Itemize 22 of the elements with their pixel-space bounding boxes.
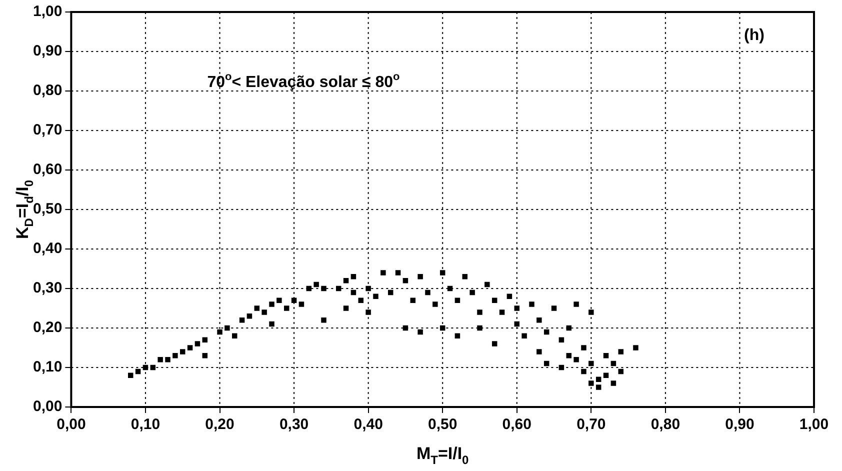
y-tick-label: 0,60 xyxy=(32,161,62,178)
x-tick-label: 0,90 xyxy=(725,416,754,434)
x-tick-label: 0,60 xyxy=(502,416,532,434)
x-tick-label: 0,40 xyxy=(354,416,383,434)
y-tick-label: 0,00 xyxy=(32,398,62,416)
x-tick-label: 0,80 xyxy=(650,416,680,434)
y-tick-label: 0,40 xyxy=(32,240,62,258)
x-tick-label: 0,50 xyxy=(428,416,458,434)
y-tick-label: 0,30 xyxy=(32,280,62,297)
y-tick-label: 0,90 xyxy=(32,42,62,60)
x-tick-label: 1,00 xyxy=(799,416,829,434)
x-tick-label: 0,10 xyxy=(130,416,160,434)
y-tick-label: 0,10 xyxy=(32,358,62,376)
y-tick-label: 0,80 xyxy=(32,82,62,100)
y-tick-label: 0,20 xyxy=(32,319,62,336)
y-tick-label: 0,70 xyxy=(32,122,62,139)
x-tick-label: 0,70 xyxy=(576,416,606,434)
annotation: (h) xyxy=(744,27,764,44)
x-tick-label: 0,20 xyxy=(205,416,234,434)
x-tick-label: 0,00 xyxy=(56,416,86,434)
x-tick-label: 0,30 xyxy=(279,416,309,434)
y-tick-label: 1,00 xyxy=(32,3,62,20)
